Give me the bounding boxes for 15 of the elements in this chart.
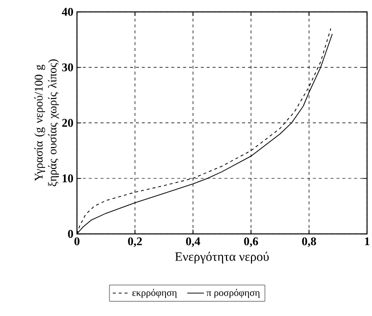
y-tick-label: 40 xyxy=(62,8,74,16)
x-axis-title: Ενεργότητα νερού xyxy=(175,252,269,264)
x-tick-label: 1 xyxy=(365,237,370,246)
y-tick-label: 20 xyxy=(62,118,74,127)
x-tick-label: 0,2 xyxy=(128,237,142,248)
y-tick-label: 0 xyxy=(68,230,74,238)
x-tick-label: 0,4 xyxy=(186,237,200,248)
x-tick-label: 0 xyxy=(74,237,80,246)
legend-label: εκρρόφηση xyxy=(132,289,177,298)
legend-label: π ροσρόφηση xyxy=(206,289,260,298)
x-tick-label: 0,6 xyxy=(244,237,258,248)
y-tick-label: 10 xyxy=(62,174,74,182)
y-tick-label: 30 xyxy=(62,63,74,72)
x-tick-label: 0,8 xyxy=(302,237,316,248)
y-axis-title: Υγρασία (g νερού/100 g ξηράς ουσίας χωρίς λίπος) xyxy=(34,60,59,186)
